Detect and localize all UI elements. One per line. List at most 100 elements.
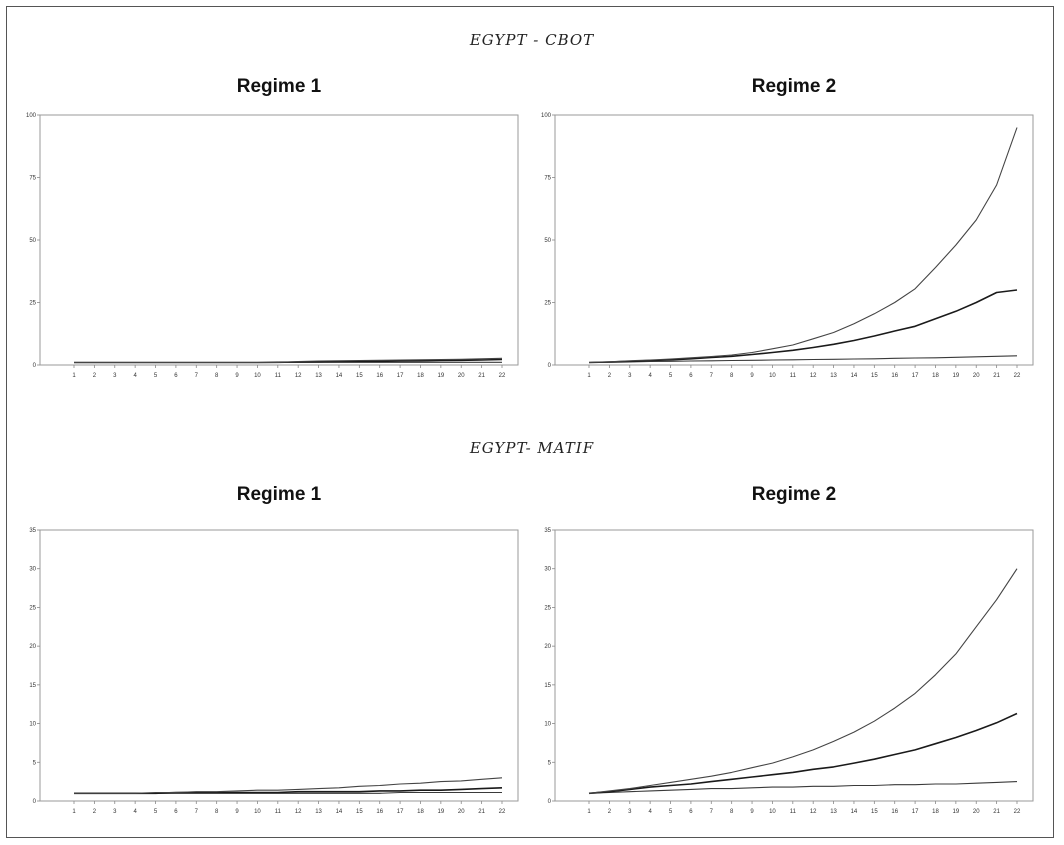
x-tick-label: 18 bbox=[932, 373, 939, 379]
y-tick-label: 100 bbox=[26, 113, 37, 119]
x-tick-label: 16 bbox=[376, 373, 383, 379]
y-tick-label: 0 bbox=[33, 799, 37, 805]
x-tick-label: 20 bbox=[973, 809, 980, 815]
x-tick-label: 10 bbox=[254, 373, 261, 379]
chart-title: Regime 1 bbox=[236, 76, 322, 97]
y-tick-label: 15 bbox=[544, 683, 551, 689]
x-tick-label: 3 bbox=[113, 373, 117, 379]
x-tick-label: 1 bbox=[587, 373, 591, 379]
series-line bbox=[588, 127, 1018, 364]
x-tick-label: 9 bbox=[235, 373, 239, 379]
x-tick-label: 9 bbox=[750, 373, 754, 379]
y-tick-label: 50 bbox=[544, 238, 551, 244]
x-tick-label: 13 bbox=[830, 809, 837, 815]
y-tick-label: 20 bbox=[29, 644, 36, 650]
y-tick-label: 35 bbox=[544, 528, 551, 534]
y-tick-label: 35 bbox=[29, 528, 36, 534]
x-tick-label: 15 bbox=[356, 809, 363, 815]
x-tick-label: 22 bbox=[499, 373, 506, 379]
x-tick-label: 2 bbox=[608, 809, 612, 815]
x-tick-label: 7 bbox=[710, 373, 714, 379]
series-line bbox=[588, 712, 1018, 795]
x-tick-label: 5 bbox=[154, 373, 158, 379]
series-line bbox=[588, 289, 1018, 364]
y-tick-label: 10 bbox=[29, 722, 36, 728]
x-tick-label: 10 bbox=[254, 809, 261, 815]
series-line bbox=[74, 777, 503, 794]
x-tick-label: 16 bbox=[891, 809, 898, 815]
x-tick-label: 21 bbox=[478, 373, 485, 379]
x-tick-label: 7 bbox=[710, 809, 714, 815]
x-tick-label: 14 bbox=[851, 373, 858, 379]
y-tick-label: 0 bbox=[548, 363, 552, 369]
series-line bbox=[74, 357, 503, 364]
x-tick-label: 15 bbox=[871, 373, 878, 379]
x-tick-label: 4 bbox=[133, 373, 137, 379]
x-tick-label: 8 bbox=[730, 809, 734, 815]
x-tick-label: 19 bbox=[438, 373, 445, 379]
x-tick-label: 5 bbox=[669, 809, 673, 815]
plot-area bbox=[39, 114, 519, 366]
plot-area bbox=[39, 529, 519, 802]
y-tick-label: 75 bbox=[544, 176, 551, 182]
x-tick-label: 19 bbox=[953, 809, 960, 815]
x-tick-label: 20 bbox=[458, 809, 465, 815]
y-tick-label: 0 bbox=[548, 799, 552, 805]
x-tick-label: 8 bbox=[215, 373, 219, 379]
y-tick-label: 10 bbox=[544, 722, 551, 728]
x-tick-label: 3 bbox=[628, 809, 632, 815]
y-tick-label: 30 bbox=[29, 567, 36, 573]
x-tick-label: 21 bbox=[993, 373, 1000, 379]
y-tick-label: 75 bbox=[29, 176, 36, 182]
x-tick-label: 7 bbox=[195, 373, 199, 379]
x-tick-label: 15 bbox=[871, 809, 878, 815]
y-tick-label: 25 bbox=[544, 301, 551, 307]
x-tick-label: 2 bbox=[608, 373, 612, 379]
x-tick-label: 11 bbox=[790, 809, 797, 815]
y-tick-label: 50 bbox=[29, 238, 36, 244]
x-tick-label: 18 bbox=[417, 373, 424, 379]
x-tick-label: 6 bbox=[174, 373, 178, 379]
x-tick-label: 13 bbox=[315, 373, 322, 379]
x-tick-label: 13 bbox=[830, 373, 837, 379]
x-tick-label: 17 bbox=[912, 809, 919, 815]
x-tick-label: 1 bbox=[587, 809, 591, 815]
y-tick-label: 20 bbox=[544, 644, 551, 650]
x-tick-label: 4 bbox=[648, 373, 652, 379]
plot-area bbox=[554, 114, 1034, 366]
x-tick-label: 17 bbox=[397, 809, 404, 815]
x-tick-label: 7 bbox=[195, 809, 199, 815]
x-tick-label: 18 bbox=[932, 809, 939, 815]
x-tick-label: 2 bbox=[93, 809, 97, 815]
x-tick-label: 12 bbox=[810, 373, 817, 379]
y-tick-label: 15 bbox=[29, 683, 36, 689]
x-tick-label: 21 bbox=[478, 809, 485, 815]
plot-area bbox=[554, 529, 1034, 802]
x-tick-label: 5 bbox=[154, 809, 158, 815]
x-tick-label: 17 bbox=[912, 373, 919, 379]
x-tick-label: 17 bbox=[397, 373, 404, 379]
chart-title: Regime 2 bbox=[751, 484, 837, 505]
y-tick-label: 5 bbox=[33, 760, 37, 766]
y-tick-label: 30 bbox=[544, 567, 551, 573]
x-tick-label: 11 bbox=[275, 373, 282, 379]
x-tick-label: 8 bbox=[730, 373, 734, 379]
x-tick-label: 10 bbox=[769, 373, 776, 379]
section-title-matif: EGYPT- MATIF bbox=[469, 439, 595, 457]
x-tick-label: 19 bbox=[438, 809, 445, 815]
x-tick-label: 6 bbox=[174, 809, 178, 815]
y-tick-label: 25 bbox=[544, 605, 551, 611]
figure-frame bbox=[6, 6, 1054, 838]
y-tick-label: 25 bbox=[29, 301, 36, 307]
y-tick-label: 0 bbox=[33, 363, 37, 369]
x-tick-label: 22 bbox=[1014, 809, 1021, 815]
x-tick-label: 6 bbox=[689, 373, 693, 379]
x-tick-label: 22 bbox=[1014, 373, 1021, 379]
x-tick-label: 20 bbox=[458, 373, 465, 379]
x-tick-label: 14 bbox=[336, 809, 343, 815]
x-tick-label: 14 bbox=[851, 809, 858, 815]
x-tick-label: 12 bbox=[295, 373, 302, 379]
